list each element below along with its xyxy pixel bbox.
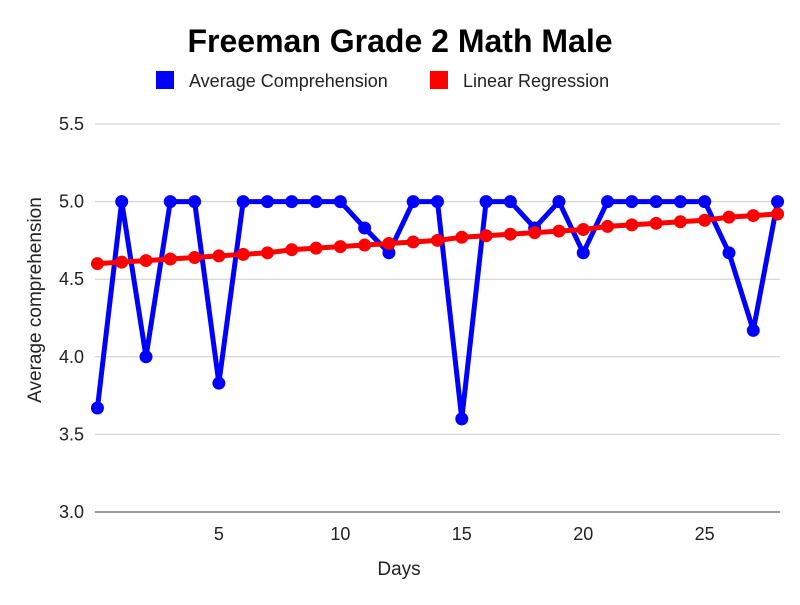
legend-swatch-linear-regression: [430, 71, 448, 89]
data-point-linear-regression[interactable]: [212, 249, 226, 263]
data-point-linear-regression[interactable]: [528, 226, 542, 240]
data-point-average-comprehension[interactable]: [212, 376, 226, 390]
chart-title: Freeman Grade 2 Math Male: [187, 23, 612, 59]
data-point-linear-regression[interactable]: [576, 223, 590, 237]
data-point-linear-regression[interactable]: [139, 254, 153, 268]
x-tick-label: 5: [214, 524, 224, 544]
data-point-linear-regression[interactable]: [260, 246, 274, 260]
data-point-average-comprehension[interactable]: [260, 195, 274, 209]
y-tick-label: 3.0: [59, 502, 84, 522]
legend: Average Comprehension Linear Regression: [156, 71, 609, 91]
data-point-linear-regression[interactable]: [333, 240, 347, 254]
data-point-average-comprehension[interactable]: [673, 195, 687, 209]
data-point-linear-regression[interactable]: [698, 213, 712, 227]
data-point-average-comprehension[interactable]: [698, 195, 712, 209]
data-point-average-comprehension[interactable]: [309, 195, 323, 209]
data-point-linear-regression[interactable]: [163, 252, 177, 266]
data-point-linear-regression[interactable]: [455, 230, 469, 244]
data-point-average-comprehension[interactable]: [382, 246, 396, 260]
data-point-linear-regression[interactable]: [382, 237, 396, 251]
y-tick-label: 3.5: [59, 424, 84, 444]
data-point-linear-regression[interactable]: [601, 219, 615, 233]
data-point-average-comprehension[interactable]: [188, 195, 202, 209]
legend-label-average-comprehension: Average Comprehension: [189, 71, 388, 91]
plot-area: [90, 195, 785, 426]
y-axis-ticks: 3.0 3.5 4.0 4.5 5.0 5.5: [59, 114, 84, 522]
data-point-average-comprehension[interactable]: [503, 195, 517, 209]
data-point-average-comprehension[interactable]: [649, 195, 663, 209]
data-point-average-comprehension[interactable]: [455, 412, 469, 426]
data-point-average-comprehension[interactable]: [722, 246, 736, 260]
data-point-linear-regression[interactable]: [673, 215, 687, 229]
data-point-linear-regression[interactable]: [625, 218, 639, 232]
data-point-average-comprehension[interactable]: [746, 323, 760, 337]
data-point-linear-regression[interactable]: [771, 207, 785, 221]
data-point-linear-regression[interactable]: [188, 250, 202, 264]
data-point-average-comprehension[interactable]: [601, 195, 615, 209]
data-point-average-comprehension[interactable]: [576, 246, 590, 260]
x-tick-label: 15: [452, 524, 472, 544]
x-tick-label: 25: [695, 524, 715, 544]
y-tick-label: 5.0: [59, 192, 84, 212]
y-tick-label: 5.5: [59, 114, 84, 134]
data-point-linear-regression[interactable]: [236, 247, 250, 261]
data-point-average-comprehension[interactable]: [625, 195, 639, 209]
y-tick-label: 4.5: [59, 269, 84, 289]
data-point-average-comprehension[interactable]: [771, 195, 785, 209]
data-point-linear-regression[interactable]: [309, 241, 323, 255]
data-point-average-comprehension[interactable]: [236, 195, 250, 209]
data-point-average-comprehension[interactable]: [333, 195, 347, 209]
legend-swatch-average-comprehension: [156, 71, 174, 89]
data-point-average-comprehension[interactable]: [358, 221, 372, 235]
data-point-average-comprehension[interactable]: [552, 195, 566, 209]
data-point-average-comprehension[interactable]: [163, 195, 177, 209]
data-point-linear-regression[interactable]: [285, 243, 299, 257]
data-point-linear-regression[interactable]: [722, 210, 736, 224]
data-point-linear-regression[interactable]: [503, 227, 517, 241]
data-point-average-comprehension[interactable]: [139, 350, 153, 364]
data-point-average-comprehension[interactable]: [115, 195, 129, 209]
data-point-average-comprehension[interactable]: [285, 195, 299, 209]
data-point-linear-regression[interactable]: [115, 255, 129, 269]
y-axis-label: Average comprehension: [25, 197, 46, 403]
data-point-average-comprehension[interactable]: [406, 195, 420, 209]
gridlines: [95, 123, 780, 513]
legend-label-linear-regression: Linear Regression: [463, 71, 609, 91]
data-point-linear-regression[interactable]: [431, 233, 444, 247]
data-point-average-comprehension[interactable]: [431, 195, 444, 209]
y-tick-label: 4.0: [59, 347, 84, 367]
data-point-average-comprehension[interactable]: [90, 401, 104, 415]
x-tick-label: 10: [330, 524, 350, 544]
x-tick-label: 20: [573, 524, 593, 544]
x-axis-label: Days: [377, 559, 420, 580]
series-linear-regression: [90, 207, 785, 271]
data-point-linear-regression[interactable]: [649, 216, 663, 230]
x-axis-ticks: 5 10 15 20 25: [214, 524, 715, 544]
series-average-comprehension: [90, 195, 785, 426]
data-point-linear-regression[interactable]: [90, 257, 104, 271]
data-point-linear-regression[interactable]: [552, 224, 566, 238]
data-point-linear-regression[interactable]: [746, 209, 760, 223]
legend-item-linear-regression[interactable]: Linear Regression: [430, 71, 609, 91]
legend-item-average-comprehension[interactable]: Average Comprehension: [156, 71, 388, 91]
data-point-average-comprehension[interactable]: [479, 195, 493, 209]
data-point-linear-regression[interactable]: [406, 235, 420, 249]
data-point-linear-regression[interactable]: [479, 229, 493, 243]
data-point-linear-regression[interactable]: [358, 238, 372, 252]
